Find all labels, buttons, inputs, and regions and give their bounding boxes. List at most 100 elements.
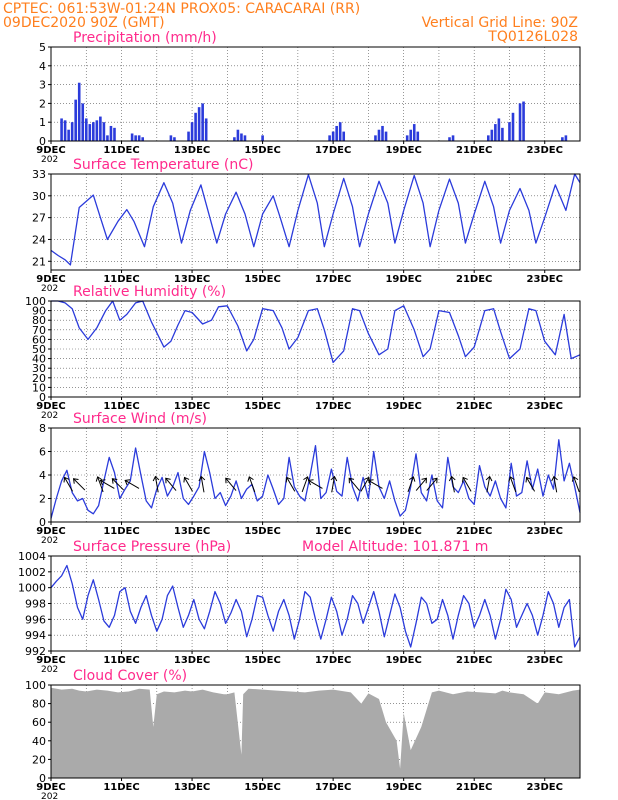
x-tick-label: 17DEC [315, 145, 351, 156]
y-tick-label: 70 [32, 324, 46, 337]
x-tick-label: 15DEC [244, 401, 280, 412]
x-tick-label: 21DEC [456, 782, 492, 793]
y-tick-label: 60 [32, 716, 46, 729]
wind-arrow [63, 476, 74, 492]
precip-bar [381, 125, 384, 141]
wind-arrow-head [421, 477, 427, 484]
x-tick-label: 11DEC [103, 401, 139, 412]
precip-bar [134, 135, 137, 141]
wind-arrow-head [367, 479, 374, 486]
wind-arrow-shaft [348, 477, 360, 491]
precip-bar [487, 135, 490, 141]
wind-arrow-shaft [286, 477, 296, 492]
precip-bar [204, 118, 208, 141]
y-tick-label: 1 [39, 116, 46, 129]
wind-arrow-head [111, 478, 118, 484]
wind-arrow [198, 475, 206, 493]
wind-arrow [571, 476, 580, 493]
precip-bar [522, 101, 525, 141]
y-tick-label: 8 [39, 422, 46, 435]
wind-arrow [111, 478, 125, 491]
x-year-label: 202 [41, 155, 58, 165]
x-tick-label: 23DEC [527, 526, 563, 537]
wind-arrow [407, 476, 416, 493]
precip-bar [233, 137, 236, 141]
x-tick-label: 21DEC [456, 274, 492, 285]
wind-arrow-shaft [73, 478, 86, 491]
x-tick-label: 17DEC [315, 782, 351, 793]
precip-bar [240, 133, 243, 141]
precip-bar [173, 137, 176, 141]
precip-bar [451, 135, 455, 141]
wind-arrow-head [198, 475, 206, 482]
x-year-label: 202 [41, 536, 58, 546]
wind-arrow-head [99, 479, 106, 486]
x-year-label: 202 [41, 665, 58, 675]
y-tick-label: 3 [39, 79, 46, 92]
precip-bar [377, 129, 381, 141]
wind-arrow-head [165, 477, 171, 484]
series-line [50, 439, 581, 519]
y-tick-label: 80 [32, 698, 46, 711]
wind-arrow-shaft [368, 479, 383, 489]
x-tick-label: 23DEC [527, 655, 563, 666]
wind-arrow [525, 476, 536, 492]
x-tick-label: 15DEC [244, 274, 280, 285]
y-tick-label: 6 [39, 446, 46, 459]
y-tick-label: 21 [32, 255, 46, 268]
wind-arrow [124, 479, 140, 489]
wind-arrow [285, 476, 296, 492]
wind-arrow [183, 476, 193, 492]
precip-bar [88, 124, 92, 141]
precip-bar [67, 129, 70, 141]
wind-arrow [426, 477, 438, 491]
precip-bar [84, 118, 88, 141]
precip-bar [130, 133, 134, 141]
y-tick-label: 4 [39, 60, 46, 73]
precip-bar [412, 124, 416, 141]
precip-bar [409, 129, 413, 141]
panel-title: Surface Wind (m/s) [73, 411, 207, 427]
wind-arrow-shaft [462, 477, 472, 492]
run-date: 09DEC2020 90Z (GMT) [3, 15, 165, 31]
precip-bar [169, 135, 173, 141]
wind-arrow-shaft [301, 476, 309, 493]
wind-arrow-shaft [248, 476, 256, 493]
wind-arrow-shaft [184, 477, 193, 492]
x-tick-label: 17DEC [315, 526, 351, 537]
precip-bar [60, 118, 63, 141]
precip-bar [81, 103, 85, 141]
y-tick-label: 80 [32, 314, 46, 327]
wind-arrow [462, 476, 472, 492]
y-tick-label: 100 [25, 295, 46, 308]
wind-arrow [415, 477, 427, 491]
y-tick-label: 0 [39, 135, 46, 148]
x-tick-label: 23DEC [527, 274, 563, 285]
wind-arrow [508, 476, 517, 493]
precip-bar [63, 120, 67, 141]
precip-bar [243, 135, 247, 141]
wind-arrow-head [448, 475, 456, 482]
precip-bar [405, 135, 409, 141]
x-tick-label: 13DEC [174, 145, 210, 156]
wind-arrow-head [247, 476, 254, 482]
y-tick-label: 20 [32, 753, 46, 766]
precip-bar [518, 103, 522, 141]
wind-arrow-head [124, 479, 131, 486]
precip-bar [190, 122, 194, 141]
precip-bar [508, 122, 511, 141]
series-line [51, 300, 581, 364]
wind-arrow-shaft [200, 476, 205, 493]
wind-arrow-head [525, 476, 532, 483]
wind-arrow-head [432, 477, 438, 484]
wind-arrow-head [95, 476, 103, 482]
wind-arrow-shaft [553, 476, 558, 493]
precip-bar [95, 120, 99, 141]
x-year-label: 202 [41, 792, 58, 800]
x-tick-label: 19DEC [385, 526, 421, 537]
x-year-label: 202 [41, 284, 58, 294]
precip-bar [416, 131, 420, 141]
x-tick-label: 17DEC [315, 401, 351, 412]
wind-arrow-head [408, 476, 416, 482]
